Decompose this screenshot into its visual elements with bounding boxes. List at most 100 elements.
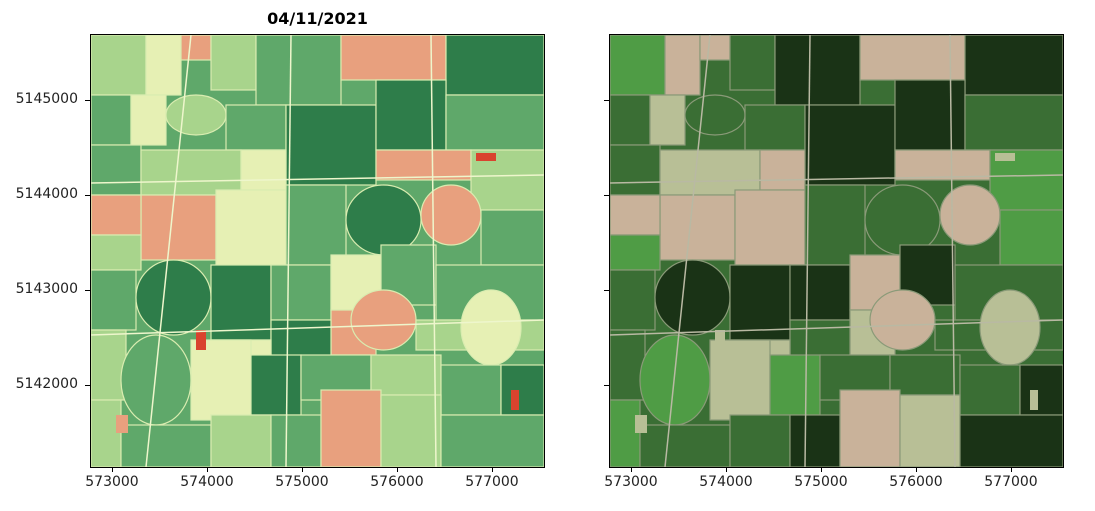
right-field-patch [759,149,806,191]
left-field-patch [255,35,342,106]
left-field-patch [190,339,252,421]
right-field-patch [859,35,966,81]
left-field-patch [480,209,544,266]
right-field-patch [959,414,1063,467]
right-field-patch [684,94,746,136]
right-satellite-image [610,35,1063,467]
right-field-patch [839,389,901,467]
x-tick-mark [1011,467,1012,472]
left-field-patch [445,94,544,151]
left-structure-patch [511,390,519,410]
left-field-patch [500,364,544,416]
right-field-patch [610,144,661,196]
x-tick-mark [821,467,822,472]
right-structure-patch [995,153,1015,161]
y-tick-label: 5145000 [15,91,78,107]
right-field-patch [610,399,641,467]
x-tick-label: 577000 [984,474,1038,490]
right-road-line [804,35,811,467]
right-structure-patch [715,330,725,350]
right-field-patch [699,35,731,61]
left-field-patch [140,149,242,196]
left-field-patch [285,104,377,186]
left-road-line [91,319,544,336]
left-field-patch [215,189,287,266]
right-field-patch [899,394,961,467]
y-tick-mark-right-panel [604,195,609,196]
right-field-patch [649,94,686,146]
left-field-patch [270,264,332,321]
left-satellite-image [91,35,544,467]
left-field-patch [91,35,147,96]
right-field-patch [889,354,961,396]
y-tick-label: 5143000 [15,281,78,297]
left-image-panel [90,34,545,468]
left-field-patch [91,234,142,271]
left-structure-patch [196,330,206,350]
right-field-patch [610,234,661,271]
left-field-patch [375,79,447,151]
left-field-patch [210,35,257,91]
x-tick-label: 576000 [370,474,424,490]
left-field-patch [225,104,287,151]
left-road-line [430,35,437,467]
right-field-patch [639,424,731,467]
y-tick-mark-right-panel [604,385,609,386]
right-field-patch [804,104,896,186]
right-field-patch [789,414,841,467]
right-field-patch [804,184,866,266]
x-tick-mark [492,467,493,472]
x-tick-label: 575000 [275,474,329,490]
x-tick-label: 574000 [180,474,234,490]
right-field-patch [894,79,966,151]
left-field-patch [285,184,347,266]
left-field-patch [270,414,322,467]
left-field-patch [130,94,167,146]
x-tick-label: 573000 [604,474,658,490]
left-field-patch [440,414,544,467]
right-field-patch [744,104,806,151]
right-field-patch [979,289,1041,366]
right-field-patch [939,184,1001,246]
y-tick-label: 5144000 [15,186,78,202]
right-field-patch [664,35,701,96]
right-structure-patch [635,415,647,433]
right-field-patch [769,354,821,416]
right-field-patch [729,35,776,91]
left-field-patch [440,364,502,416]
right-image-panel [609,34,1064,468]
left-structure-patch [476,153,496,161]
right-road-line [610,319,1063,336]
right-field-patch [774,35,861,106]
x-tick-label: 576000 [889,474,943,490]
x-tick-mark [916,467,917,472]
left-road-line [285,35,292,467]
left-field-patch [165,94,227,136]
left-field-patch [460,289,522,366]
left-field-patch [330,254,382,311]
right-field-patch [869,289,936,351]
right-field-patch [789,264,851,321]
x-tick-mark [207,467,208,472]
left-field-patch [91,399,122,467]
left-field-patch [380,394,442,467]
left-field-patch [180,35,212,61]
left-field-patch [320,389,382,467]
left-field-patch [120,334,192,426]
plot-title: 04/11/2021 [267,9,368,28]
y-tick-mark [85,385,90,386]
right-field-patch [729,264,791,341]
left-field-patch [91,94,132,146]
x-tick-mark [112,467,113,472]
right-field-patch [734,189,806,266]
left-field-patch [340,35,447,81]
left-field-patch [445,35,544,96]
left-field-patch [210,414,272,467]
right-field-patch [964,35,1063,96]
left-field-patch [145,35,182,96]
y-tick-label: 5142000 [15,376,78,392]
x-tick-label: 573000 [85,474,139,490]
left-field-patch [91,329,127,401]
right-structure-patch [1030,390,1038,410]
